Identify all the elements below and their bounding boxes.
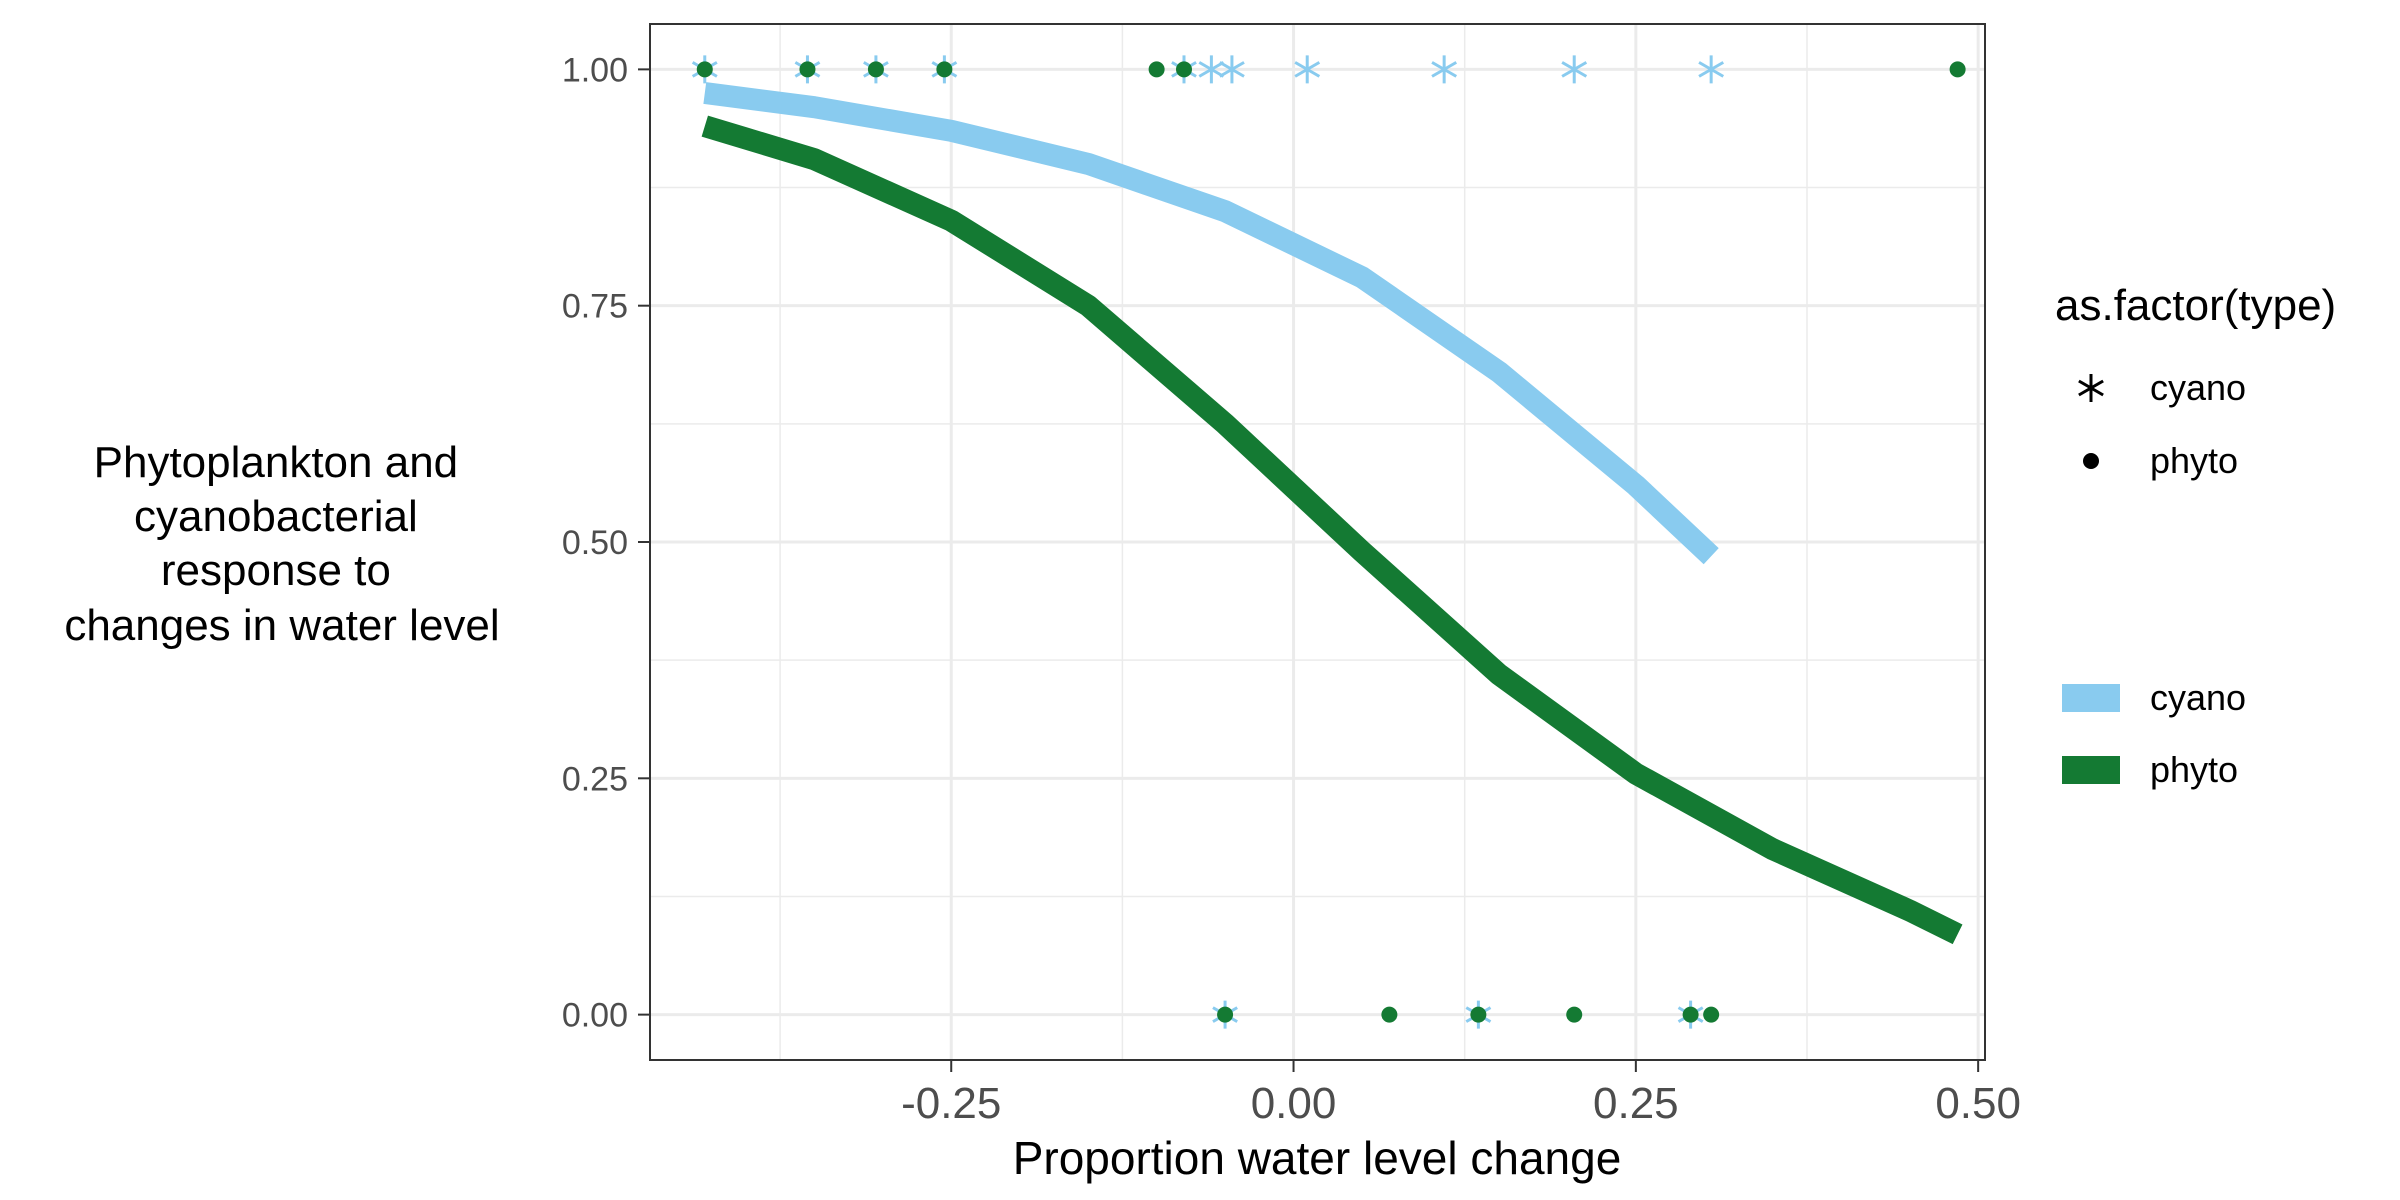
x-axis-title: Proportion water level change <box>1013 1132 1622 1184</box>
point-phyto <box>1381 1006 1398 1023</box>
y-axis-title-line: cyanobacterial <box>134 492 418 541</box>
x-tick-label: 0.00 <box>1251 1079 1337 1128</box>
point-phyto <box>1682 1006 1699 1023</box>
point-phyto <box>1176 61 1192 78</box>
point-cyano <box>1198 55 1225 84</box>
legend-line-label-cyano: cyano <box>2150 677 2246 718</box>
y-tick-label: 0.75 <box>562 288 628 326</box>
asterisk-stroke <box>1219 61 1245 78</box>
point-phyto <box>696 61 713 78</box>
asterisk-stroke <box>1698 61 1725 78</box>
point-phyto <box>1949 61 1966 78</box>
x-tick-label: -0.25 <box>901 1079 1001 1128</box>
fit-lines <box>701 82 1963 945</box>
data-points <box>691 55 1966 1029</box>
legend-line: cyano phyto <box>2062 677 2246 790</box>
y-axis-title-line: Phytoplankton and <box>94 438 459 487</box>
asterisk-stroke <box>1198 61 1225 78</box>
legend-line-key-cyano <box>2062 684 2120 712</box>
point-cyano <box>1431 55 1458 84</box>
point-cyano <box>1294 55 1321 84</box>
y-axis-title: Phytoplankton and cyanobacterial respons… <box>64 438 499 650</box>
legend-shape-title: as.factor(type) <box>2055 281 2336 330</box>
y-tick-label: 0.50 <box>562 524 628 562</box>
point-cyano <box>1698 55 1725 84</box>
legend-asterisk-icon <box>2078 374 2104 402</box>
y-axis: 0.00 0.25 0.50 0.75 1.00 <box>562 51 650 1035</box>
point-phyto <box>936 61 953 78</box>
y-tick-label: 0.25 <box>562 760 628 798</box>
point-phyto <box>867 61 884 78</box>
legend-dot-icon <box>2083 453 2099 469</box>
point-phyto <box>1148 61 1165 78</box>
point-phyto <box>799 61 816 78</box>
point-phyto <box>1217 1006 1234 1023</box>
legend-shape-label-cyano: cyano <box>2150 367 2246 408</box>
legend-shape: as.factor(type) cyano phyto <box>2055 281 2336 481</box>
point-cyano <box>1561 55 1588 84</box>
point-phyto <box>1703 1006 1720 1023</box>
y-axis-title-line: changes in water level <box>64 601 499 650</box>
asterisk-stroke <box>2078 379 2104 397</box>
y-tick-label: 1.00 <box>562 51 628 89</box>
point-phyto <box>1470 1006 1487 1023</box>
x-tick-label: 0.25 <box>1593 1079 1679 1128</box>
legend-line-key-phyto <box>2062 756 2120 784</box>
asterisk-stroke <box>1561 61 1588 78</box>
grid-major <box>650 24 1985 1060</box>
point-cyano <box>1219 55 1245 84</box>
x-axis: -0.25 0.00 0.25 0.50 <box>901 1060 2021 1128</box>
fit-line-phyto <box>701 115 1963 945</box>
fit-line-cyano <box>703 82 1719 565</box>
point-phyto <box>1566 1006 1583 1023</box>
legend-shape-keys <box>2078 374 2104 469</box>
legend-shape-label-phyto: phyto <box>2150 440 2238 481</box>
y-tick-label: 0.00 <box>562 997 628 1035</box>
y-axis-title-line: response to <box>161 546 391 595</box>
asterisk-stroke <box>1294 61 1321 78</box>
asterisk-stroke <box>1431 61 1458 78</box>
legend-line-label-phyto: phyto <box>2150 749 2238 790</box>
x-tick-label: 0.50 <box>1935 1079 2021 1128</box>
